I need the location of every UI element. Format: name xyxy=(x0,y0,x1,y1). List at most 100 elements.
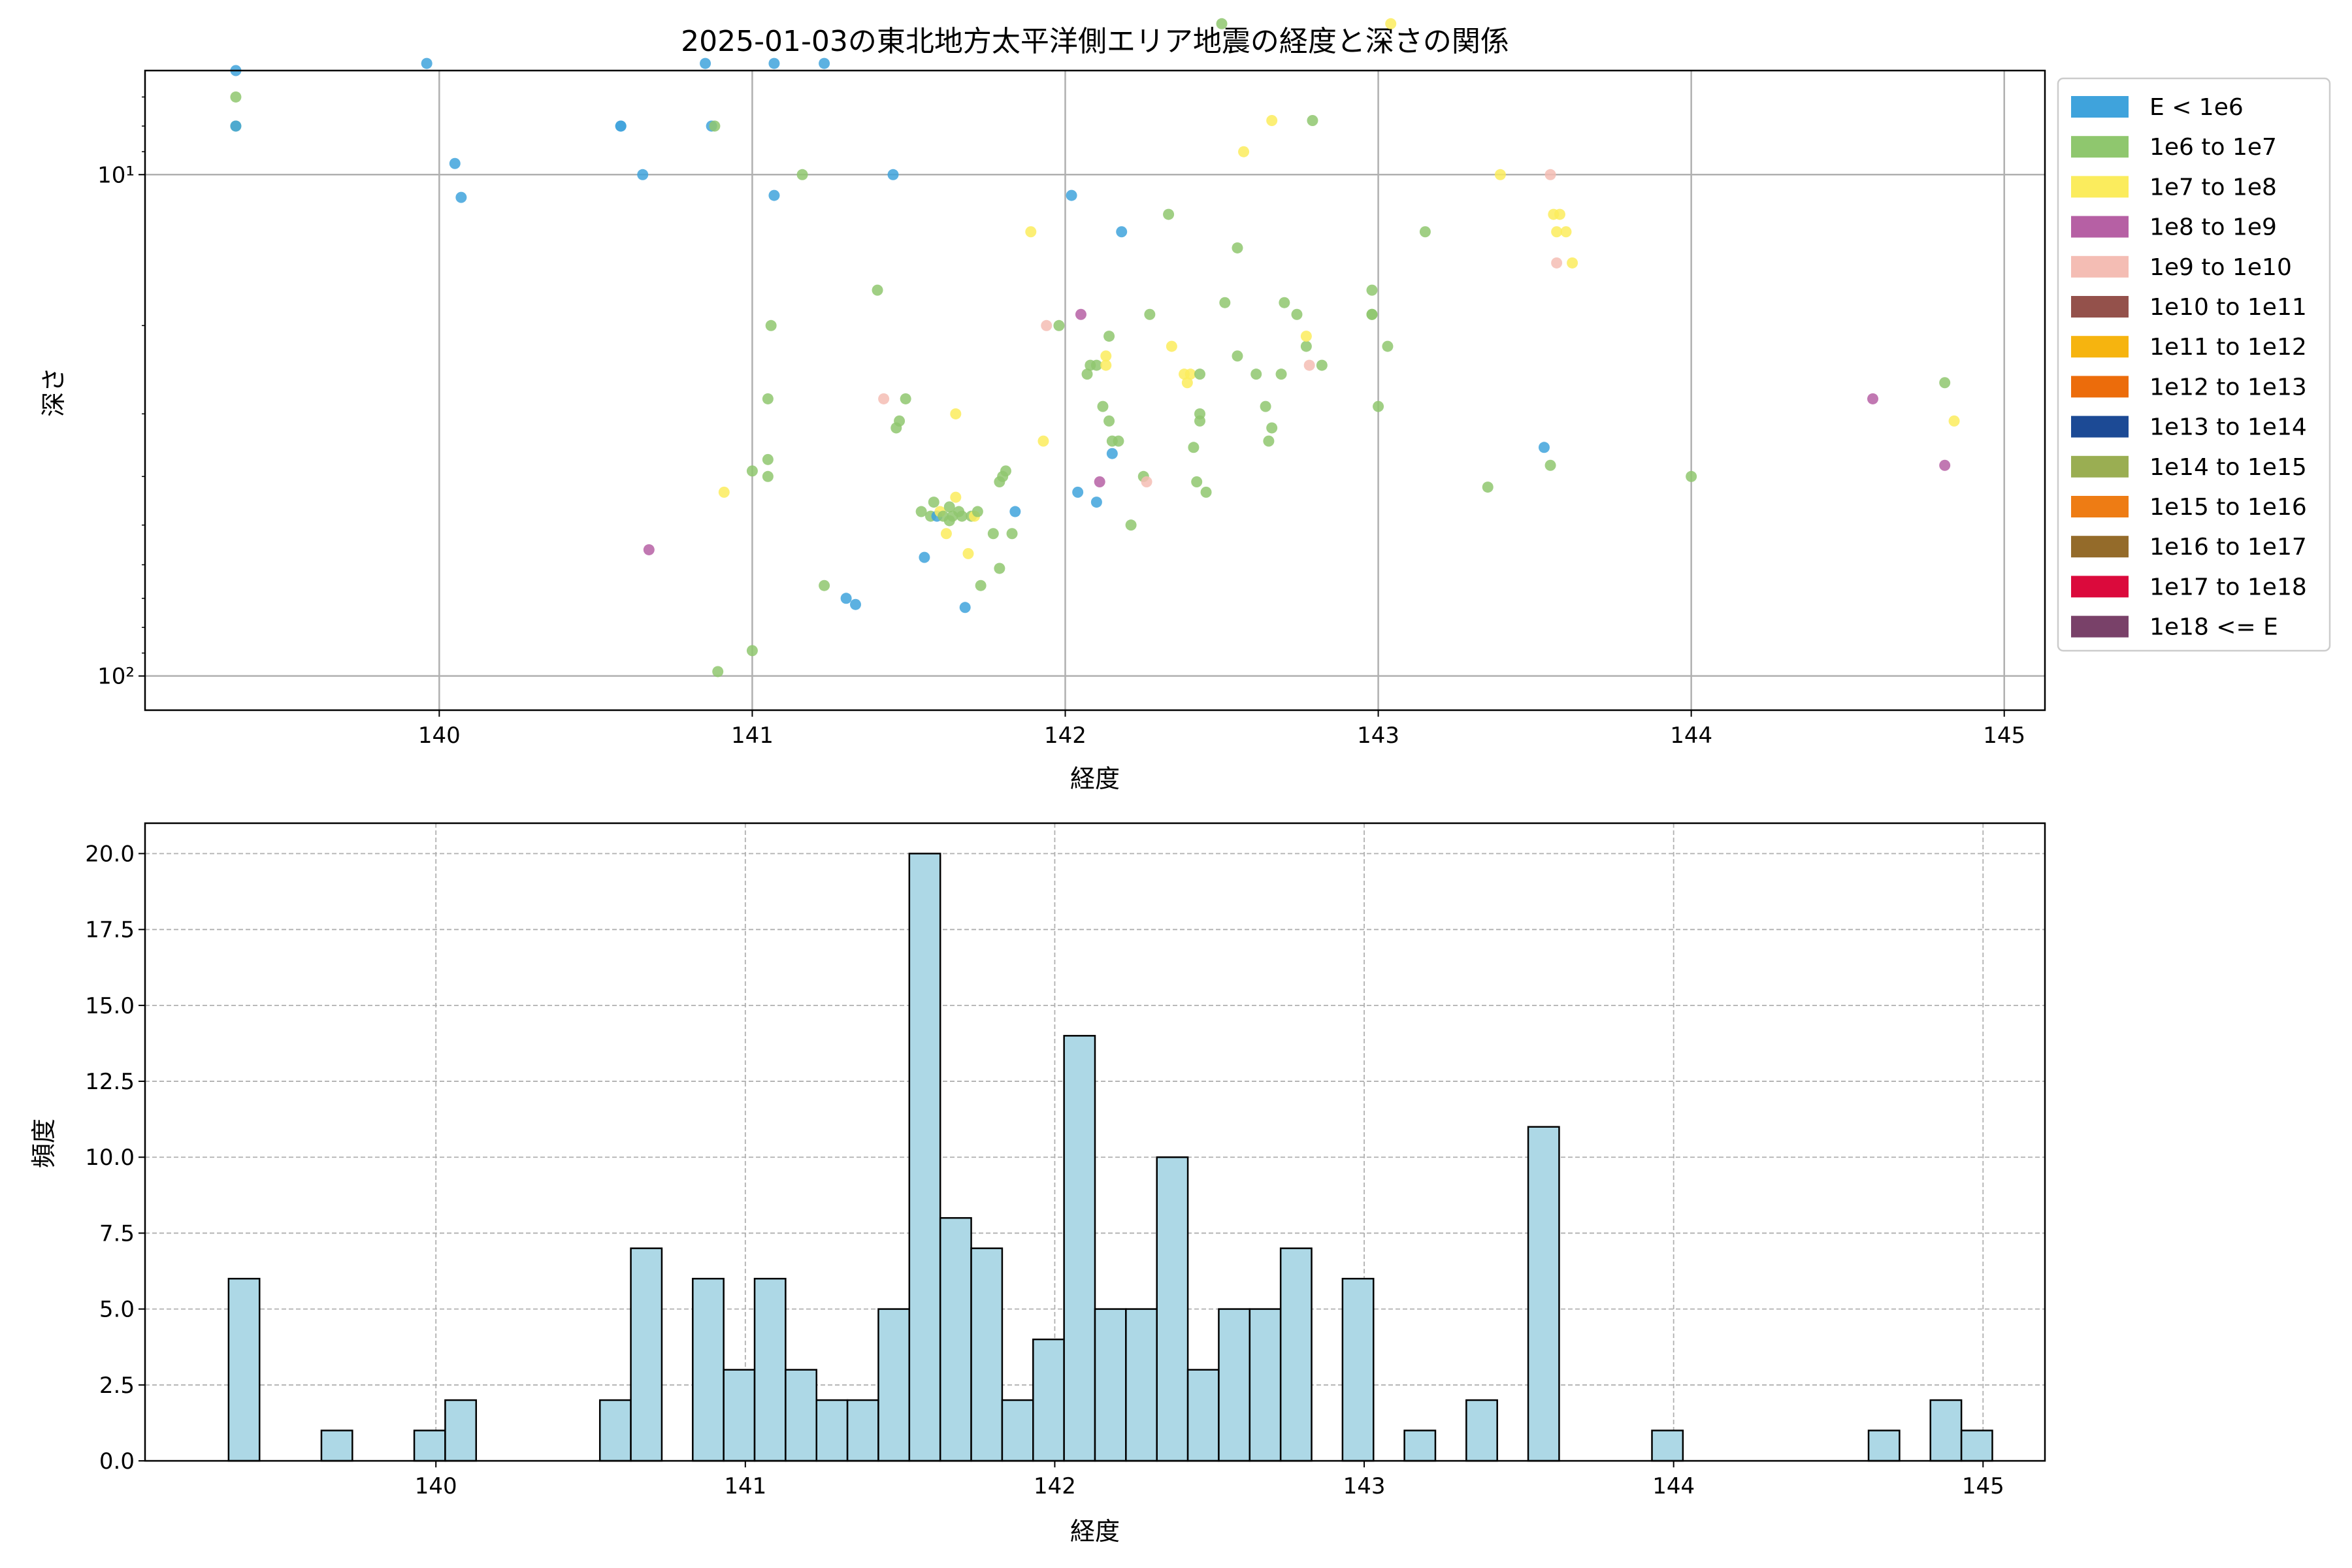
legend-label: 1e10 to 1e11 xyxy=(2149,294,2307,321)
histogram-y-tick-label: 7.5 xyxy=(99,1220,135,1247)
scatter-point xyxy=(1544,169,1556,180)
scatter-title: 2025-01-03の東北地方太平洋側エリア地震の経度と深さの関係 xyxy=(681,25,1509,58)
histogram-bar xyxy=(1403,1429,1437,1462)
scatter-point xyxy=(1551,226,1563,238)
scatter-point xyxy=(762,393,774,404)
legend-label: 1e12 to 1e13 xyxy=(2149,374,2307,400)
scatter-point xyxy=(1100,359,1112,371)
legend-label: 1e15 to 1e16 xyxy=(2149,494,2307,521)
scatter-point xyxy=(1144,308,1156,320)
scatter-point xyxy=(768,57,780,69)
histogram-x-tick-label: 140 xyxy=(415,1473,457,1499)
scatter-point xyxy=(1551,257,1563,269)
scatter-point xyxy=(1238,146,1250,157)
histogram-y-tick-label: 17.5 xyxy=(85,917,135,943)
legend-swatch xyxy=(2071,536,2129,558)
histogram-x-tick-label: 145 xyxy=(1962,1473,2004,1499)
scatter-plot-frame xyxy=(144,69,2046,711)
scatter-point xyxy=(1125,519,1137,531)
histogram-x-tick-label: 143 xyxy=(1343,1473,1386,1499)
histogram-bar xyxy=(1186,1369,1220,1462)
scatter-point xyxy=(887,169,899,180)
scatter-point xyxy=(1275,368,1287,380)
histogram-bar xyxy=(444,1399,478,1462)
scatter-point xyxy=(1279,297,1290,308)
scatter-point xyxy=(1560,226,1572,238)
scatter-point xyxy=(421,57,433,69)
scatter-point xyxy=(700,57,711,69)
scatter-point xyxy=(1113,435,1124,447)
scatter-point xyxy=(962,547,974,559)
scatter-point xyxy=(712,666,724,678)
scatter-point xyxy=(1686,470,1697,482)
scatter-point xyxy=(1939,459,1951,471)
histogram-bar xyxy=(1032,1338,1065,1462)
scatter-point xyxy=(1316,359,1328,371)
scatter-point xyxy=(1053,319,1065,331)
scatter-point xyxy=(1216,18,1228,29)
legend-frame xyxy=(2057,77,2331,652)
legend-label: 1e14 to 1e15 xyxy=(2149,454,2307,481)
scatter-point xyxy=(1075,308,1086,320)
scatter-point xyxy=(1366,284,1378,296)
histogram-y-tick-label: 5.0 xyxy=(99,1297,135,1323)
legend-label: 1e18 <= E xyxy=(2149,614,2278,641)
scatter-point xyxy=(1232,350,1243,362)
legend-swatch xyxy=(2071,576,2129,598)
histogram-y-tick-label: 15.0 xyxy=(85,993,135,1019)
scatter-point xyxy=(718,486,730,498)
histogram-bar xyxy=(1063,1035,1096,1462)
legend-label: E < 1e6 xyxy=(2149,94,2244,121)
scatter-point xyxy=(1025,226,1037,238)
histogram-bar xyxy=(1156,1156,1189,1462)
scatter-point xyxy=(850,598,862,610)
histogram-bar xyxy=(227,1277,261,1462)
scatter-point xyxy=(1188,442,1200,453)
scatter-point xyxy=(1307,115,1318,127)
histogram-bar xyxy=(413,1429,446,1462)
scatter-point xyxy=(1041,319,1053,331)
histogram-bar xyxy=(1001,1399,1034,1462)
scatter-point xyxy=(894,415,906,427)
histogram-y-label: 頻度 xyxy=(29,1119,58,1168)
histogram-bar xyxy=(1867,1429,1901,1462)
scatter-y-tick-label: 10² xyxy=(97,664,135,690)
histogram-bar xyxy=(939,1217,972,1462)
scatter-point xyxy=(987,528,999,540)
scatter-point xyxy=(1494,169,1506,180)
legend-swatch xyxy=(2071,455,2129,478)
histogram-plot-frame xyxy=(144,822,2046,1462)
histogram-bar xyxy=(1929,1399,1963,1462)
scatter-point xyxy=(1066,189,1077,201)
legend-label: 1e8 to 1e9 xyxy=(2149,214,2277,241)
scatter-point xyxy=(230,91,242,103)
scatter-point xyxy=(1103,331,1115,342)
scatter-point xyxy=(709,120,721,132)
histogram-bar xyxy=(815,1399,849,1462)
scatter-point xyxy=(1266,115,1278,127)
scatter-point xyxy=(1194,368,1205,380)
histogram-x-label: 経度 xyxy=(1070,1517,1120,1546)
scatter-point xyxy=(1538,442,1550,453)
scatter-points xyxy=(230,18,1960,678)
histogram-bar xyxy=(1527,1126,1560,1462)
scatter-point xyxy=(1000,465,1011,477)
scatter-point xyxy=(1191,476,1203,488)
scatter-point xyxy=(1303,359,1315,371)
scatter-point xyxy=(1219,297,1231,308)
scatter-point xyxy=(840,593,852,604)
scatter-point xyxy=(956,510,968,522)
legend-swatch xyxy=(2071,296,2129,318)
histogram-bars xyxy=(227,853,1993,1462)
scatter-point xyxy=(1373,400,1384,412)
scatter-point xyxy=(1260,400,1271,412)
legend-swatch xyxy=(2071,376,2129,398)
scatter-point xyxy=(1100,350,1112,362)
scatter-point xyxy=(1419,226,1431,238)
histogram-bar xyxy=(630,1247,663,1462)
scatter-point xyxy=(1094,476,1105,488)
scatter-point xyxy=(796,169,808,180)
scatter-chart: 2025-01-03の東北地方太平洋側エリア地震の経度と深さの関係 140 141… xyxy=(39,18,2331,793)
legend-swatch xyxy=(2071,496,2129,517)
scatter-point xyxy=(878,393,890,404)
